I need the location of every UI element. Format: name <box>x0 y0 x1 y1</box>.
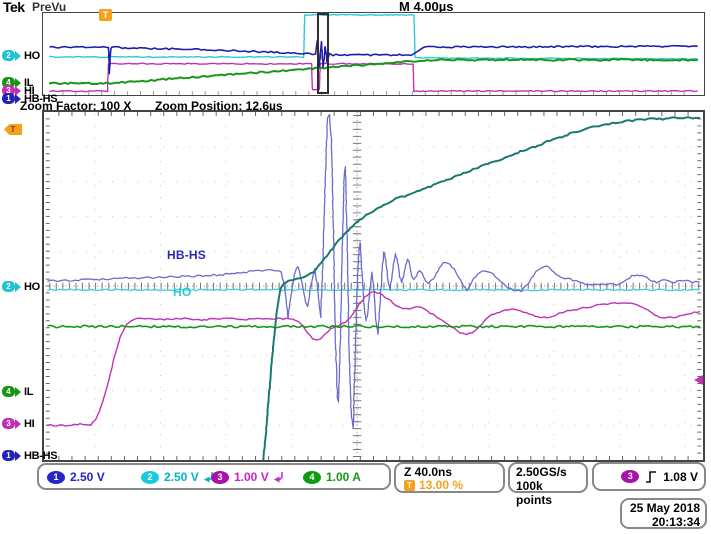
channel-badge: 1 <box>47 470 65 484</box>
channel-marker-label: HO <box>24 280 40 293</box>
channel-badge: 2 <box>2 50 15 61</box>
channel-scale-value: 1.00 V <box>234 470 269 484</box>
acquisition-readout-box[interactable]: 2.50GS/s 100k points <box>508 462 588 507</box>
zoom-waveform-window[interactable] <box>42 110 705 462</box>
zoom-trigger-marker-icon[interactable]: T <box>4 124 22 135</box>
channel-marker-arrow-icon <box>15 50 21 61</box>
channel-badge: 3 <box>211 470 229 484</box>
channel-badge: 4 <box>2 386 15 397</box>
trigger-source-badge: 3 <box>621 470 640 483</box>
overview-waveform-svg <box>48 13 699 95</box>
channel-marker-arrow-icon <box>15 93 21 104</box>
channel-badge: 2 <box>2 281 15 292</box>
trace-hs-rise <box>262 116 701 460</box>
channel-marker-hi[interactable]: 3 HI <box>2 417 35 430</box>
zoom-factor-label: Zoom Factor: 100 X <box>20 99 132 113</box>
channel-marker-arrow-icon <box>15 450 21 461</box>
channel-badge: 4 <box>2 77 15 88</box>
trace-hi <box>46 291 700 427</box>
channel-marker-il[interactable]: 4 IL <box>2 385 34 398</box>
channel-badge: 3 <box>2 85 15 96</box>
ground-marker-offscreen-arrow-icon <box>273 472 283 483</box>
trigger-position-value: 13.00 % <box>419 478 464 492</box>
channel-marker-arrow-icon <box>15 386 21 397</box>
channel-marker-label: HI <box>24 84 35 97</box>
channel-scale-value: 1.00 A <box>326 470 361 484</box>
overview-waveform-window[interactable] <box>42 12 705 96</box>
channel-marker-ho[interactable]: 2 HO <box>2 49 40 62</box>
trigger-level-arrow-icon[interactable] <box>694 375 703 385</box>
channel-scale-value: 2.50 V <box>70 470 105 484</box>
channel-marker-label: IL <box>24 385 34 398</box>
trace-ho <box>49 13 698 60</box>
channel-scale-value: 2.50 V <box>164 470 199 484</box>
main-timebase-readout: M 4.00µs <box>399 0 454 14</box>
trace-hi <box>49 62 698 93</box>
channel-marker-label: HI <box>24 417 35 430</box>
channel-marker-label: HB-HS <box>24 449 58 462</box>
trace-il <box>48 58 699 86</box>
channel-marker-arrow-icon <box>15 85 21 96</box>
trace-il <box>47 324 701 329</box>
zoom-timebase-readout: Z 40.0ns <box>404 465 453 479</box>
channel-marker-label: HO <box>24 49 40 62</box>
time-readout: 20:13:34 <box>651 515 700 529</box>
channel-readout-ch4[interactable]: 4 1.00 A <box>303 470 361 484</box>
channel-readout-ch3[interactable]: 3 1.00 V <box>211 470 284 484</box>
trigger-level-readout: 1.08 V <box>663 469 698 484</box>
trace-hb-hs <box>49 39 698 75</box>
channel-readout-ch1[interactable]: 1 2.50 V <box>47 470 105 484</box>
channel-marker-arrow-icon <box>15 77 21 88</box>
channel-marker-hi[interactable]: 3 HI <box>2 84 35 97</box>
channel-marker-arrow-icon <box>15 418 21 429</box>
zoom-info-bar: Zoom Factor: 100 X Zoom Position: 12.6µs <box>20 96 705 113</box>
trigger-position-icon: T <box>404 480 415 491</box>
channel-badge: 2 <box>141 470 159 484</box>
channel-marker-label: HB-HS <box>24 92 58 105</box>
trigger-position-readout: T 13.00 % <box>404 479 495 492</box>
tek-logo: Tek <box>3 0 25 15</box>
channel-badge: 1 <box>2 450 15 461</box>
datetime-box: 25 May 2018 20:13:34 <box>620 498 707 529</box>
zoom-region-bracket[interactable] <box>317 13 329 94</box>
trigger-position-marker-icon[interactable]: T <box>99 9 112 21</box>
trace-hb-hs <box>47 113 700 430</box>
channel-marker-ho[interactable]: 2 HO <box>2 280 40 293</box>
channel-badge: 4 <box>303 470 321 484</box>
channel-marker-arrow-icon <box>15 281 21 292</box>
channel-badge: 1 <box>2 93 15 104</box>
rising-edge-slope-icon <box>646 470 657 483</box>
channel-marker-il[interactable]: 4 IL <box>2 76 34 89</box>
channel-marker-hb-hs[interactable]: 1 HB-HS <box>2 449 58 462</box>
zoom-scale-readout-box[interactable]: Z 40.0ns T 13.00 % <box>394 462 505 493</box>
waveform-label-ho: HO <box>173 285 192 299</box>
sample-rate-readout: 2.50GS/s <box>516 465 567 479</box>
waveform-label-hb-hs: HB-HS <box>167 248 206 262</box>
record-length-readout: 100k points <box>516 479 552 507</box>
date-readout: 25 May 2018 <box>629 501 700 515</box>
channel-marker-label: IL <box>24 76 34 89</box>
zoom-position-label: Zoom Position: 12.6µs <box>155 99 283 113</box>
acquisition-mode-label: PreVu <box>32 0 67 14</box>
channel-marker-hb-hs[interactable]: 1 HB-HS <box>2 92 58 105</box>
trigger-readout-box[interactable]: 3 1.08 V <box>592 462 706 491</box>
channel-badge: 3 <box>2 418 15 429</box>
zoom-waveform-svg <box>45 112 702 460</box>
channel-readout-ch2[interactable]: 2 2.50 V <box>141 470 214 484</box>
channel-readout-box[interactable]: 1 2.50 V 2 2.50 V 3 1.00 V 4 1.00 A <box>37 463 391 490</box>
